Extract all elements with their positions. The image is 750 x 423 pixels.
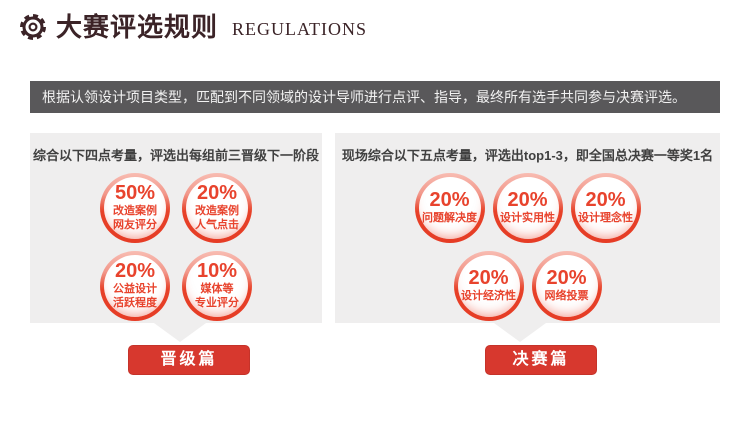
final-circles-row-1: 20% 问题解决度 20% 设计实用性 20% 设计理念性 [335, 173, 720, 243]
score-label: 网友评分 [113, 219, 157, 231]
score-label: 问题解决度 [422, 212, 477, 225]
score-circle: 20% 网络投票 [531, 251, 602, 321]
panel-final: 现场综合以下五点考量，评选出top1-3，即全国总决赛一等奖1名 20% 问题解… [335, 133, 720, 323]
promotion-circles-row-2: 20% 公益设计 活跃程度 10% 媒体等 专业评分 [30, 251, 322, 321]
score-circle: 20% 问题解决度 [414, 173, 485, 243]
page-subtitle: REGULATIONS [232, 19, 368, 39]
score-percent: 20% [196, 182, 238, 205]
promotion-circles-row-1: 50% 改造案例 网友评分 20% 改造案例 人气点击 [30, 173, 322, 243]
final-circles-row-2: 20% 设计经济性 20% 网络投票 [335, 251, 720, 321]
gear-icon [20, 14, 46, 40]
score-label: 人气点击 [195, 219, 239, 231]
score-label: 媒体等 [200, 283, 234, 296]
score-label: 网络投票 [544, 290, 589, 303]
panel-promotion: 综合以下四点考量，评选出每组前三晋级下一阶段 50% 改造案例 网友评分 20%… [30, 133, 322, 323]
score-percent: 20% [546, 267, 587, 290]
panel-promotion-heading: 综合以下四点考量，评选出每组前三晋级下一阶段 [32, 148, 319, 163]
score-percent: 20% [114, 260, 156, 283]
score-circle: 20% 设计理念性 [570, 173, 641, 243]
score-label: 改造案例 [195, 205, 239, 218]
score-percent: 20% [507, 189, 548, 212]
score-circle-content: 20% 设计经济性 [457, 255, 520, 317]
score-circle-content: 50% 改造案例 网友评分 [104, 177, 166, 239]
panel-final-pointer [494, 323, 546, 342]
page-header: 大赛评选规则 REGULATIONS [18, 10, 367, 44]
score-circle-content: 20% 改造案例 人气点击 [186, 177, 248, 239]
promotion-tab-button[interactable]: 晋级篇 [128, 345, 250, 375]
score-circle-content: 20% 公益设计 活跃程度 [104, 255, 166, 317]
score-circle-content: 20% 网络投票 [535, 255, 598, 317]
panel-final-heading: 现场综合以下五点考量，评选出top1-3，即全国总决赛一等奖1名 [341, 148, 714, 163]
score-circle-content: 10% 媒体等 专业评分 [186, 255, 248, 317]
panel-promotion-pointer [154, 323, 206, 342]
score-circle: 20% 改造案例 人气点击 [182, 173, 252, 243]
score-label: 设计实用性 [500, 212, 555, 225]
score-percent: 20% [429, 189, 470, 212]
score-label: 设计理念性 [578, 212, 633, 225]
score-label: 专业评分 [195, 297, 239, 309]
score-label: 活跃程度 [113, 297, 157, 309]
intro-banner: 根据认领设计项目类型，匹配到不同领域的设计导师进行点评、指导，最终所有选手共同参… [30, 81, 720, 113]
score-label: 设计经济性 [461, 290, 516, 303]
score-circle: 10% 媒体等 专业评分 [182, 251, 252, 321]
score-percent: 10% [196, 260, 238, 283]
score-percent: 20% [468, 267, 509, 290]
score-circle-content: 20% 问题解决度 [418, 177, 481, 239]
score-circle-content: 20% 设计理念性 [574, 177, 637, 239]
score-percent: 50% [114, 182, 156, 205]
score-circle: 20% 设计实用性 [492, 173, 563, 243]
score-label: 公益设计 [113, 283, 157, 296]
score-circle: 20% 公益设计 活跃程度 [100, 251, 170, 321]
score-circle-content: 20% 设计实用性 [496, 177, 559, 239]
score-label: 改造案例 [113, 205, 157, 218]
final-tab-button[interactable]: 决赛篇 [485, 345, 597, 375]
page-title: 大赛评选规则 [56, 12, 219, 42]
score-percent: 20% [585, 189, 626, 212]
score-circle: 20% 设计经济性 [453, 251, 524, 321]
score-circle: 50% 改造案例 网友评分 [100, 173, 170, 243]
